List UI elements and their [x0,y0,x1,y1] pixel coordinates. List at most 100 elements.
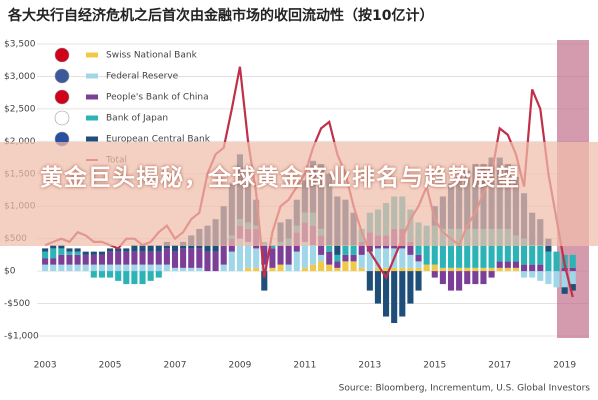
bar-segment [391,267,398,272]
bar-segment [318,261,325,272]
bar-segment [521,271,528,278]
bar-segment [447,267,455,272]
bar-segment [431,264,438,272]
bar-segment [98,271,105,278]
bar-segment [188,248,195,268]
bar-segment [545,251,552,272]
bar-segment [42,251,49,259]
bar-segment [383,248,390,268]
bar-segment [228,251,235,272]
bar-segment [537,271,544,281]
bar-segment [309,245,317,265]
bar-segment [464,267,471,272]
bar-segment [504,261,511,268]
bar-segment [537,245,544,265]
x-tick-label: 2007 [164,361,187,371]
bar-segment [285,245,292,265]
bar-segment [366,251,373,272]
bar-segment [342,245,349,255]
bar-segment [529,245,536,265]
bar-segment [212,251,219,272]
bar-segment [326,264,333,272]
bar-segment [366,271,373,291]
bar-segment [334,261,341,268]
bar-segment [66,251,73,255]
x-tick-label: 2011 [293,361,316,371]
banner-text: 黄金巨头揭秘，全球黄金商业排名与趋势展望 [40,165,520,191]
bar-segment [391,271,398,324]
bar-segment [66,264,73,272]
bar-segment [123,271,130,285]
bar-segment [464,271,471,285]
bar-segment [545,271,552,285]
bar-segment [561,271,568,288]
bar-segment [407,241,414,255]
bar-segment [334,254,341,262]
bar-segment [439,271,446,285]
bar-segment [66,248,73,252]
bar-segment [123,264,130,272]
bar-segment [115,264,122,272]
bar-segment [115,251,122,265]
y-tick-label: $2,000 [4,137,36,147]
bar-segment [488,267,495,272]
bar-segment [431,271,438,278]
bar-segment [147,271,154,281]
bar-segment [74,248,81,252]
bar-segment [98,254,105,265]
bar-segment [42,258,49,265]
legend-flag [54,110,70,126]
bar-segment [82,251,89,255]
y-tick-label: $3,500 [4,40,36,50]
bar-segment [90,254,97,265]
bar-segment [139,271,146,285]
legend-flag [54,89,70,105]
x-tick-label: 2005 [99,361,122,371]
bar-segment [131,251,138,265]
bar-segment [399,248,406,268]
bar-segment [512,267,519,272]
bar-segment [374,271,381,304]
bar-segment [350,254,357,262]
bar-segment [123,251,130,265]
legend-swatch [86,115,98,121]
bar-segment [147,245,154,252]
bar-segment [74,251,81,255]
bar-segment [464,228,471,268]
bar-segment [90,271,97,278]
legend-label: Swiss National Bank [106,51,198,61]
bar-segment [196,267,203,272]
legend-swatch [86,73,98,79]
bar-segment [155,264,162,272]
x-tick-label: 2009 [228,361,251,371]
bar-segment [480,271,487,285]
bar-segment [269,245,276,249]
bar-segment [407,267,414,272]
bar-segment [147,251,154,265]
bar-segment [139,264,146,272]
bar-segment [342,254,349,262]
bar-segment [456,228,463,268]
bar-segment [90,251,97,255]
bar-segment [423,264,430,272]
bar-segment [447,271,455,291]
bar-segment [447,228,455,268]
bar-segment [42,248,49,252]
bar-segment [504,267,511,272]
bar-segment [472,271,479,285]
bar-segment [415,271,422,291]
bar-segment [50,245,57,249]
bar-segment [131,271,138,285]
bar-segment [301,267,308,272]
bar-segment [561,287,568,294]
legend-flag [54,68,70,84]
legend-swatch [86,94,98,100]
bar-segment [334,267,341,272]
bar-segment [529,271,536,278]
x-tick-label: 2019 [553,361,576,371]
bar-segment [253,248,260,268]
y-tick-label: $0 [4,267,16,277]
bar-segment [220,264,227,272]
bar-segment [480,267,487,272]
bar-segment [58,264,65,272]
